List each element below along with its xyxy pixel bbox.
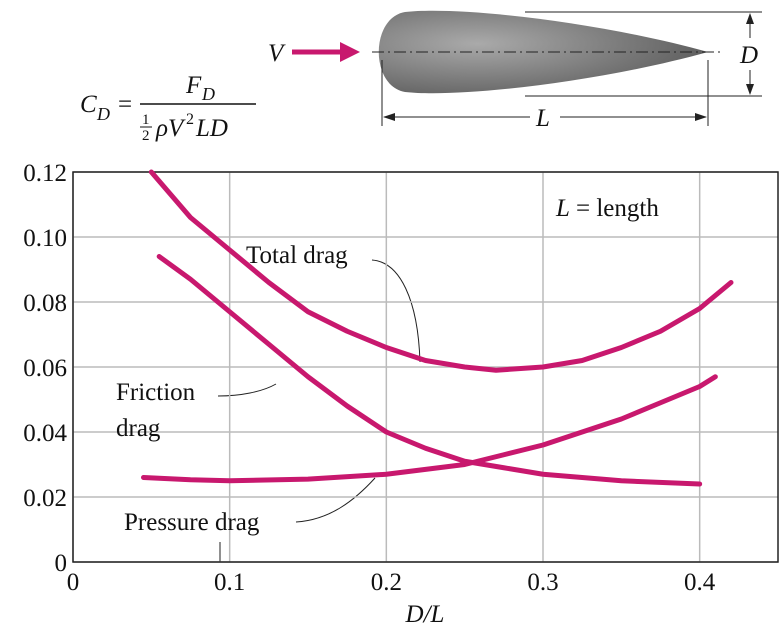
series-line [156, 254, 703, 487]
annotation: Pressure drag [124, 509, 260, 536]
formula: 1 [142, 112, 150, 128]
leader-line [217, 383, 277, 397]
formula: = [118, 91, 132, 118]
y-tick-label: 0.08 [23, 290, 67, 317]
y-tick-label: 0.10 [23, 225, 67, 252]
note-symbol: L [555, 195, 570, 222]
note-text: = length [576, 195, 659, 222]
formula: ρV [155, 115, 186, 142]
velocity-label: V [268, 40, 286, 67]
leader-line [295, 477, 376, 523]
leader-line [371, 259, 421, 363]
dim-arrow [746, 13, 754, 24]
dim-arrow [695, 113, 707, 121]
x-tick-label: 0.1 [214, 569, 245, 596]
formula: F [185, 72, 202, 99]
annotation: Friction drag [116, 379, 196, 442]
series-line [148, 169, 734, 373]
x-tick-label: 0.3 [527, 569, 558, 596]
formula: D [201, 84, 215, 104]
x-axis-label: D/L [405, 601, 445, 628]
formula: C [80, 91, 97, 118]
dim-arrow [746, 84, 754, 95]
formula: LD [195, 115, 228, 142]
dim-arrow [383, 113, 395, 121]
y-tick-label: 0.12 [23, 160, 67, 187]
x-tick-label: 0.2 [371, 569, 402, 596]
y-tick-label: 0.02 [23, 485, 67, 512]
formula: 2 [186, 111, 194, 128]
annotation: Total drag [246, 242, 348, 269]
x-tick-label: 0.4 [684, 569, 716, 596]
plot-frame [72, 171, 779, 563]
thickness-label: D [739, 42, 758, 69]
y-tick-label: 0.04 [23, 420, 67, 447]
formula: D [96, 104, 110, 124]
length-label: L [535, 105, 550, 132]
y-tick-label: 0 [55, 550, 68, 577]
series-line [141, 374, 718, 484]
formula: 2 [142, 128, 150, 144]
y-tick-label: 0.06 [23, 355, 67, 382]
velocity-arrowhead [340, 42, 360, 62]
x-tick-label: 0 [67, 569, 80, 596]
